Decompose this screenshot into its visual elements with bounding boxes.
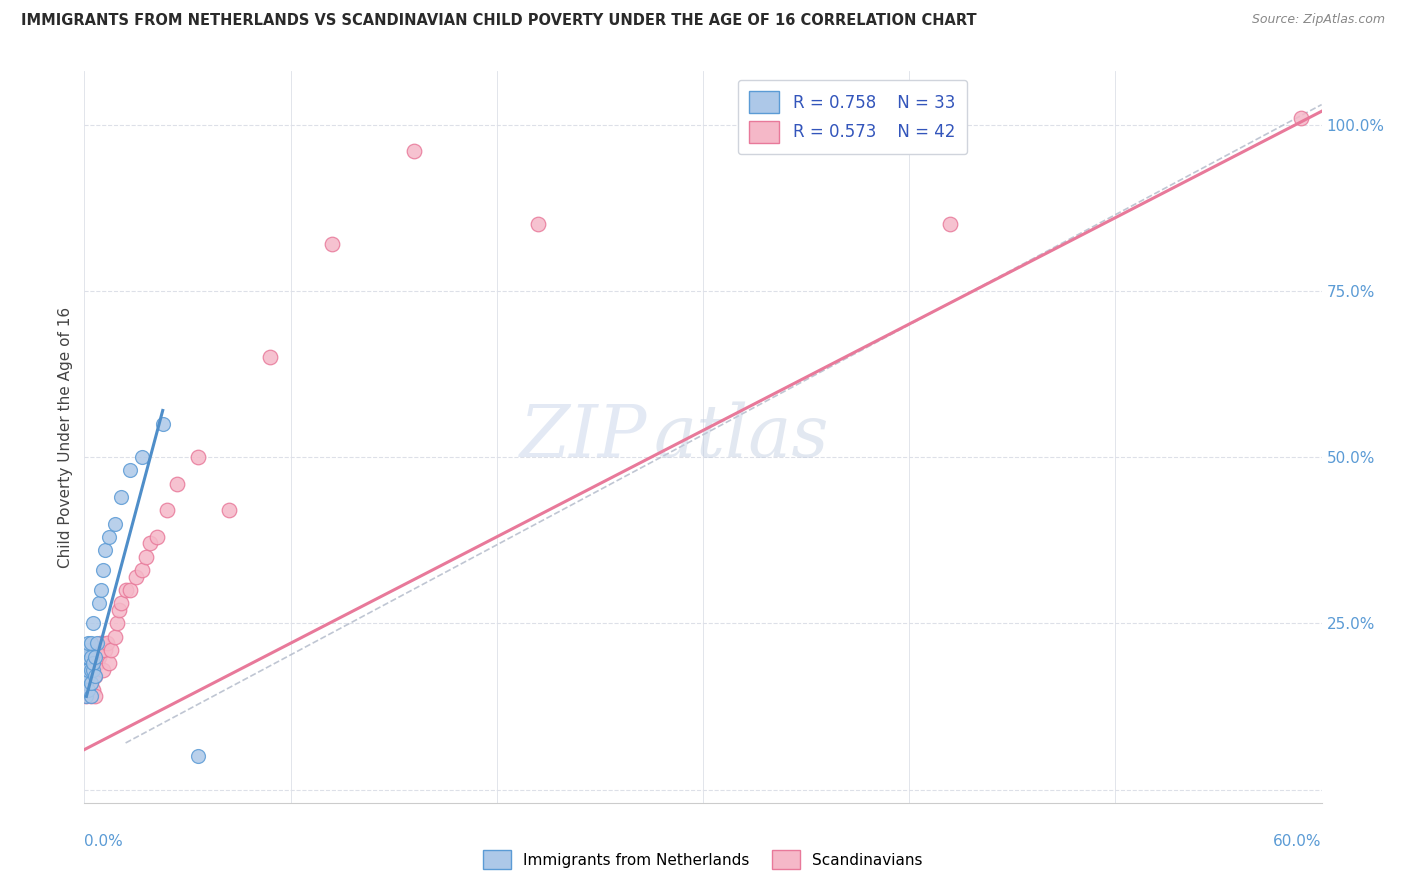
Text: 0.0%: 0.0% xyxy=(84,834,124,849)
Point xyxy=(75,690,97,704)
Point xyxy=(82,682,104,697)
Point xyxy=(100,643,122,657)
Point xyxy=(77,663,100,677)
Point xyxy=(527,217,550,231)
Text: IMMIGRANTS FROM NETHERLANDS VS SCANDINAVIAN CHILD POVERTY UNDER THE AGE OF 16 CO: IMMIGRANTS FROM NETHERLANDS VS SCANDINAV… xyxy=(21,13,977,29)
Point xyxy=(75,649,97,664)
Point xyxy=(83,669,105,683)
Point xyxy=(82,656,104,670)
Point xyxy=(75,676,97,690)
Point xyxy=(82,663,104,677)
Point xyxy=(321,237,343,252)
Point xyxy=(83,649,105,664)
Point xyxy=(79,649,101,664)
Point xyxy=(152,417,174,431)
Legend: R = 0.758    N = 33, R = 0.573    N = 42: R = 0.758 N = 33, R = 0.573 N = 42 xyxy=(738,79,967,154)
Point xyxy=(87,649,110,664)
Point xyxy=(79,636,101,650)
Point xyxy=(1289,111,1312,125)
Point xyxy=(79,676,101,690)
Point xyxy=(77,643,100,657)
Point xyxy=(110,490,132,504)
Point xyxy=(94,543,117,558)
Point xyxy=(166,476,188,491)
Point xyxy=(94,643,117,657)
Point xyxy=(131,563,153,577)
Point xyxy=(75,669,97,683)
Text: ZIP: ZIP xyxy=(520,401,647,473)
Point xyxy=(139,536,162,550)
Point xyxy=(79,663,101,677)
Point xyxy=(104,516,127,531)
Point xyxy=(90,643,112,657)
Point xyxy=(77,636,100,650)
Point xyxy=(77,682,100,697)
Point xyxy=(110,596,132,610)
Point xyxy=(91,663,114,677)
Point xyxy=(96,636,118,650)
Point xyxy=(79,676,101,690)
Point xyxy=(75,669,97,683)
Point xyxy=(98,656,121,670)
Text: atlas: atlas xyxy=(654,401,830,473)
Point xyxy=(259,351,281,365)
Point xyxy=(86,636,108,650)
Point xyxy=(118,463,141,477)
Point xyxy=(125,570,148,584)
Point xyxy=(77,669,100,683)
Point xyxy=(77,649,100,664)
Point xyxy=(187,450,209,464)
Point xyxy=(75,690,97,704)
Point xyxy=(82,616,104,631)
Point xyxy=(90,582,112,597)
Point xyxy=(79,690,101,704)
Point xyxy=(105,616,128,631)
Point xyxy=(83,690,105,704)
Point xyxy=(131,450,153,464)
Legend: Immigrants from Netherlands, Scandinavians: Immigrants from Netherlands, Scandinavia… xyxy=(477,844,929,875)
Point xyxy=(82,663,104,677)
Point xyxy=(118,582,141,597)
Point xyxy=(104,630,127,644)
Point xyxy=(79,656,101,670)
Point xyxy=(86,656,108,670)
Point xyxy=(77,669,100,683)
Point xyxy=(90,636,112,650)
Point xyxy=(145,530,167,544)
Text: Source: ZipAtlas.com: Source: ZipAtlas.com xyxy=(1251,13,1385,27)
Point xyxy=(939,217,962,231)
Point xyxy=(79,690,101,704)
Point xyxy=(77,682,100,697)
Point xyxy=(75,663,97,677)
Y-axis label: Child Poverty Under the Age of 16: Child Poverty Under the Age of 16 xyxy=(58,307,73,567)
Point xyxy=(156,503,179,517)
Point xyxy=(404,144,426,158)
Point xyxy=(135,549,157,564)
Text: 60.0%: 60.0% xyxy=(1274,834,1322,849)
Point xyxy=(187,749,209,764)
Point xyxy=(83,669,105,683)
Point xyxy=(77,649,100,664)
Point xyxy=(108,603,131,617)
Point xyxy=(218,503,240,517)
Point xyxy=(98,530,121,544)
Point xyxy=(91,563,114,577)
Point xyxy=(87,596,110,610)
Point xyxy=(114,582,136,597)
